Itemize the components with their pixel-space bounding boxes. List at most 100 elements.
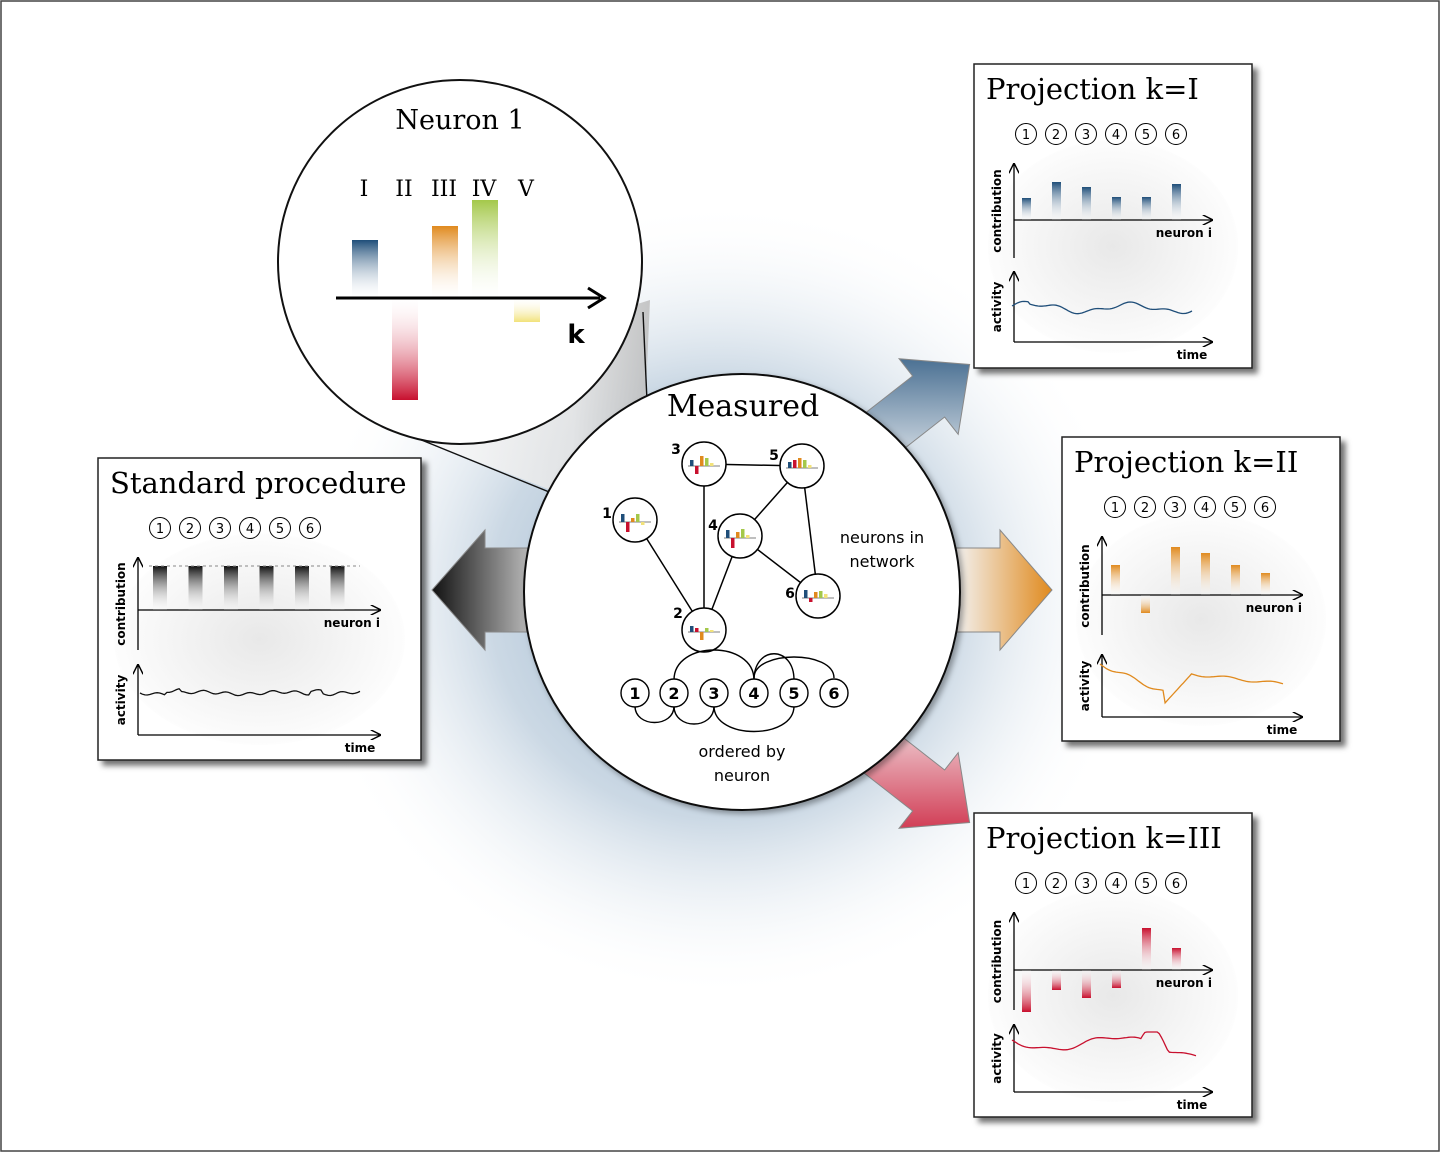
mini-bar: [636, 514, 640, 522]
standard-bar-neuron-4: [259, 566, 274, 610]
projection-i-neuron-number: 6: [1172, 128, 1180, 143]
network-node-6: [795, 573, 841, 619]
ordered-node-6: [819, 678, 849, 708]
standard-bar-neuron-1: [153, 566, 167, 610]
neuron-zoom-circle: [277, 79, 643, 445]
mini-bar: [804, 590, 808, 598]
projection-i-neuron-circle-1: [1015, 123, 1037, 145]
projection-i-title: Projection k=I: [986, 72, 1199, 106]
mini-bar: [793, 460, 797, 468]
mini-bar: [803, 460, 807, 468]
mini-bar: [626, 522, 630, 532]
projection-i-neuron-axis-label: neuron i: [1156, 226, 1212, 240]
ordered-node-number: 1: [629, 684, 640, 703]
standard-neuron-number: 2: [186, 522, 194, 537]
network-node-number: 1: [602, 506, 612, 522]
projection-i-neuron-number: 2: [1052, 128, 1060, 143]
projection-i-bar-neuron-4: [1112, 197, 1121, 220]
standard-neuron-number: 1: [156, 522, 164, 537]
standard-neuron-number: 5: [276, 522, 284, 537]
projection-ii-bar-neuron-3: [1171, 547, 1180, 595]
standard-time-label: time: [345, 741, 376, 755]
projection-iii-panel-glow: [987, 889, 1239, 1102]
projection-iii-neuron-number: 2: [1052, 877, 1060, 892]
neuron-zoom-category-III: III: [431, 177, 457, 202]
mini-bar: [808, 465, 812, 468]
standard-neuron-circle-1: [149, 517, 171, 539]
mini-bar: [705, 458, 709, 466]
network-node-number: 2: [673, 606, 683, 622]
neuron-zoom-category-I: I: [360, 177, 369, 202]
projection-iii-neuron-axis-label: neuron i: [1156, 976, 1212, 990]
network-node-number: 3: [671, 442, 681, 458]
mini-bar: [690, 626, 694, 632]
neuron-zoom-category-II: II: [395, 177, 412, 202]
projection-i-neuron-circle-3: [1075, 123, 1097, 145]
standard-neuron-circle-6: [299, 517, 321, 539]
projection-iii-bar-neuron-6: [1172, 948, 1181, 970]
projection-ii-bar-neuron-2: [1141, 595, 1150, 613]
projection-i-activity-trace: [1011, 300, 1193, 315]
projection-i-bar-neuron-3: [1082, 187, 1091, 220]
projection-ii-neuron-circle-3: [1164, 496, 1186, 518]
order-arc: [673, 705, 715, 725]
projection-ii-neuron-circle-5: [1224, 496, 1246, 518]
standard-neuron-circle-3: [209, 517, 231, 539]
projection-iii-neuron-number: 4: [1112, 877, 1120, 892]
standard-bar-neuron-6: [330, 566, 345, 610]
standard-panel: Standard procedure 1 2 3 4 5 6 contribution neur…: [97, 457, 422, 761]
ordered-node-number: 4: [748, 684, 759, 703]
projection-iii-title: Projection k=III: [986, 821, 1222, 855]
projection-i-bar-neuron-6: [1172, 184, 1181, 220]
projection-ii-bar-neuron-1: [1111, 565, 1120, 595]
standard-neuron-number: 4: [246, 522, 254, 537]
ordered-node-1: [620, 678, 650, 708]
projection-i-contribution-label: contribution: [990, 169, 1004, 252]
projection-iii-neuron-circle-4: [1105, 872, 1127, 894]
projection-ii-panel-glow: [1075, 513, 1327, 726]
ordered-node-4: [739, 678, 769, 708]
projection-ii-neuron-number: 4: [1201, 501, 1209, 516]
network-node-4: [717, 513, 763, 559]
mini-bar: [731, 538, 735, 548]
projection-iii-contribution-label: contribution: [990, 920, 1004, 1003]
projection-ii-neuron-circle-1: [1104, 496, 1126, 518]
network-node-5: [779, 443, 825, 489]
ordered-node-2: [659, 678, 689, 708]
standard-activity-trace: [139, 687, 361, 697]
arrow-to-projection-ii: [954, 528, 1053, 652]
standard-bar-neuron-5: [295, 566, 309, 610]
ordered-node-number: 5: [788, 684, 799, 703]
standard-title: Standard procedure: [110, 466, 407, 500]
neuron-zoom-bar-I: [352, 240, 378, 298]
projection-ii-time-label: time: [1267, 723, 1298, 737]
projection-i-bar-neuron-2: [1052, 182, 1061, 220]
projection-ii-neuron-circle-4: [1194, 496, 1216, 518]
mini-bar: [710, 630, 714, 632]
projection-ii-neuron-number: 5: [1231, 501, 1239, 516]
mini-bar: [788, 462, 792, 468]
projection-ii-bar-neuron-5: [1231, 565, 1240, 595]
projection-ii-bar-neuron-4: [1201, 553, 1210, 595]
projection-ii-panel: Projection k=II 1 2 3 4 5 6 contribution neuron …: [1061, 436, 1341, 742]
standard-neuron-circle-4: [239, 517, 261, 539]
projection-iii-bar-neuron-2: [1052, 970, 1061, 990]
standard-neuron-circle-5: [269, 517, 291, 539]
network-node-number: 5: [769, 448, 779, 464]
mini-bar: [695, 628, 699, 632]
projection-iii-panel: Projection k=III 1 2 3 4 5 6 contribution neuron…: [973, 812, 1253, 1118]
projection-i-activity-label: activity: [990, 282, 1004, 333]
projection-ii-neuron-circle-6: [1254, 496, 1276, 518]
standard-bar-neuron-2: [188, 566, 203, 610]
projection-iii-bar-neuron-4: [1112, 970, 1121, 988]
projection-ii-activity-trace: [1099, 663, 1284, 705]
projection-i-time-label: time: [1177, 348, 1208, 362]
mini-bar: [631, 518, 635, 522]
projection-ii-neuron-number: 1: [1111, 501, 1119, 516]
mini-bar: [746, 535, 750, 538]
projection-iii-time-label: time: [1177, 1098, 1208, 1112]
projection-i-neuron-number: 5: [1142, 128, 1150, 143]
neuron-zoom-title: Neuron 1: [395, 105, 524, 136]
